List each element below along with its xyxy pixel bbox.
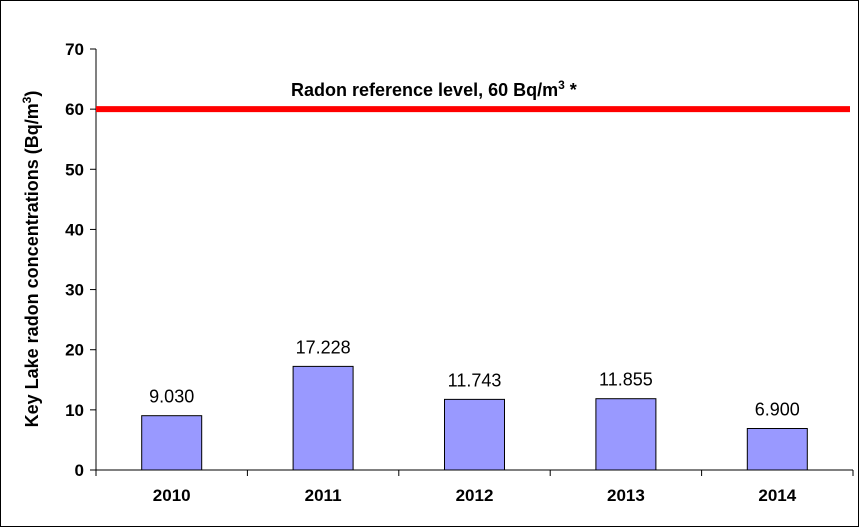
data-label-2010: 9.030 xyxy=(149,387,194,407)
y-axis-label-main: Key Lake radon concentrations (Bq/m xyxy=(22,103,42,427)
y-tick-label: 60 xyxy=(65,100,84,119)
x-tick-label-2011: 2011 xyxy=(305,486,342,505)
y-axis-label: Key Lake radon concentrations (Bq/m3) xyxy=(20,91,42,428)
y-tick-label: 50 xyxy=(65,160,84,179)
x-tick-label-2012: 2012 xyxy=(456,486,494,505)
y-axis-label-close: ) xyxy=(22,91,42,97)
data-label-2011: 17.228 xyxy=(296,337,351,357)
y-tick-label: 0 xyxy=(75,461,84,480)
y-tick-label: 70 xyxy=(65,40,84,59)
data-label-2012: 11.743 xyxy=(448,370,502,390)
bars: 9.030 2010 17.228 2011 11.743 2012 11.855 2013 6… xyxy=(141,337,808,505)
y-axis-label-sup: 3 xyxy=(20,96,34,103)
x-tick-label-2014: 2014 xyxy=(758,486,796,505)
bar-2012 xyxy=(444,398,505,471)
data-label-2014: 6.900 xyxy=(755,400,800,420)
bar-2011 xyxy=(292,365,354,471)
y-tick-label: 10 xyxy=(65,401,84,420)
y-tick-label: 30 xyxy=(65,281,84,300)
y-tick-label: 20 xyxy=(65,341,84,360)
reference-line-label: Radon reference level, 60 Bq/m3 * xyxy=(291,78,577,100)
axes: 0 10 20 30 40 50 60 70 xyxy=(65,40,854,480)
reference-line-label-sup: 3 xyxy=(558,78,565,92)
y-tick-label: 40 xyxy=(65,220,84,239)
x-tick-label-2013: 2013 xyxy=(607,486,645,505)
reference-line-label-suffix: * xyxy=(565,80,577,100)
bar-2014 xyxy=(746,428,808,471)
bar-2013 xyxy=(595,398,657,471)
reference-line-group: Radon reference level, 60 Bq/m3 * xyxy=(96,78,850,113)
svg-text:Key Lake radon concentrations: Key Lake radon concentrations (Bq/m3) xyxy=(20,91,42,428)
reference-line-label-main: Radon reference level, 60 Bq/m xyxy=(291,80,558,100)
x-tick-label-2010: 2010 xyxy=(153,486,191,505)
data-label-2013: 11.855 xyxy=(599,370,653,390)
bar-2010 xyxy=(141,415,203,471)
